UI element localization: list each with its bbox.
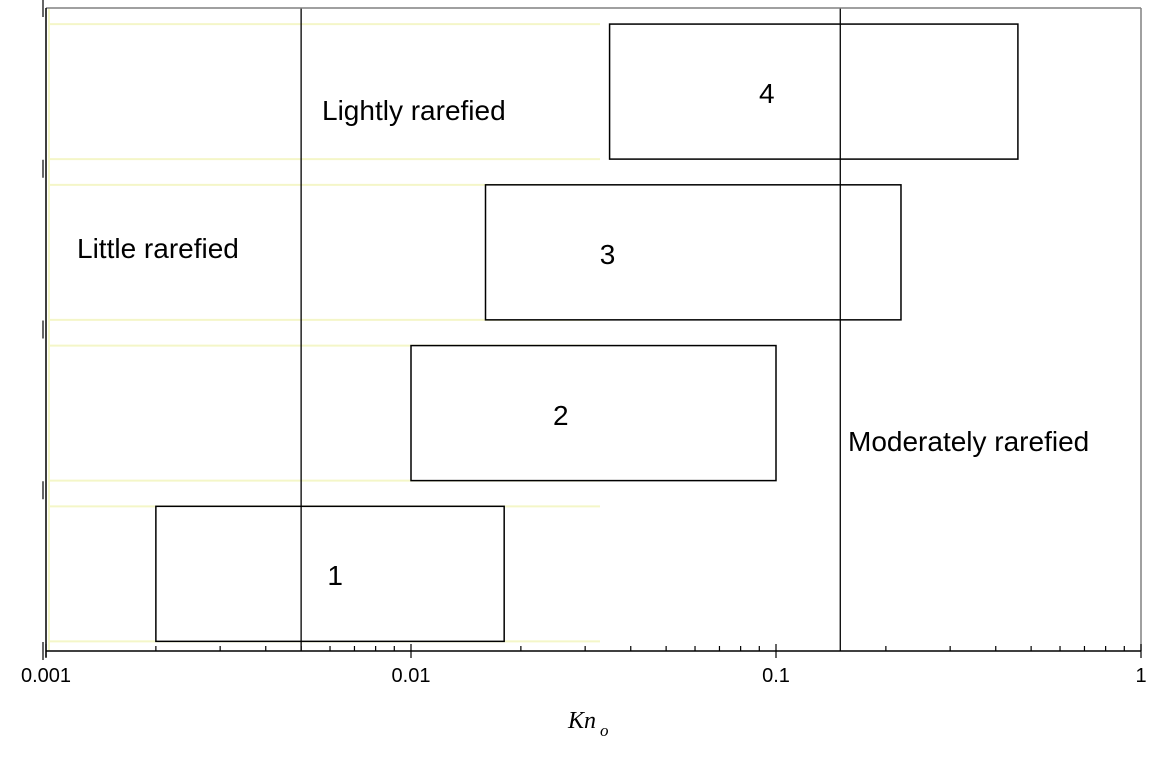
range-bar-1: [155, 505, 505, 643]
x-axis-label-subscript: o: [600, 721, 609, 740]
range-bar-2: [410, 344, 777, 482]
range-bar-label-1: 1: [327, 560, 343, 591]
x-tick-label-0: 0.001: [21, 665, 71, 687]
range-bars: 1 2 3 4: [155, 23, 1019, 643]
region-label-lightly-rarefied: Lightly rarefied: [322, 95, 506, 126]
range-bar-3: [484, 184, 902, 321]
regime-boundaries: [300, 8, 841, 651]
x-axis-label: Kn o: [567, 708, 609, 740]
region-label-moderately-rarefied: Moderately rarefied: [848, 426, 1089, 457]
range-bar-label-3: 3: [600, 239, 616, 270]
range-bar-label-2: 2: [553, 400, 569, 431]
x-axis-ticks: [45, 644, 1142, 658]
x-tick-label-3: 1: [1135, 665, 1146, 687]
x-tick-label-2: 0.1: [762, 665, 790, 687]
range-bar-4: [608, 23, 1019, 160]
x-tick-label-1: 0.01: [392, 665, 431, 687]
axes-frame: [45, 7, 1142, 657]
region-label-little-rarefied: Little rarefied: [77, 233, 239, 264]
x-axis-label-main: Kn: [567, 708, 596, 734]
range-bar-label-4: 4: [759, 78, 775, 109]
